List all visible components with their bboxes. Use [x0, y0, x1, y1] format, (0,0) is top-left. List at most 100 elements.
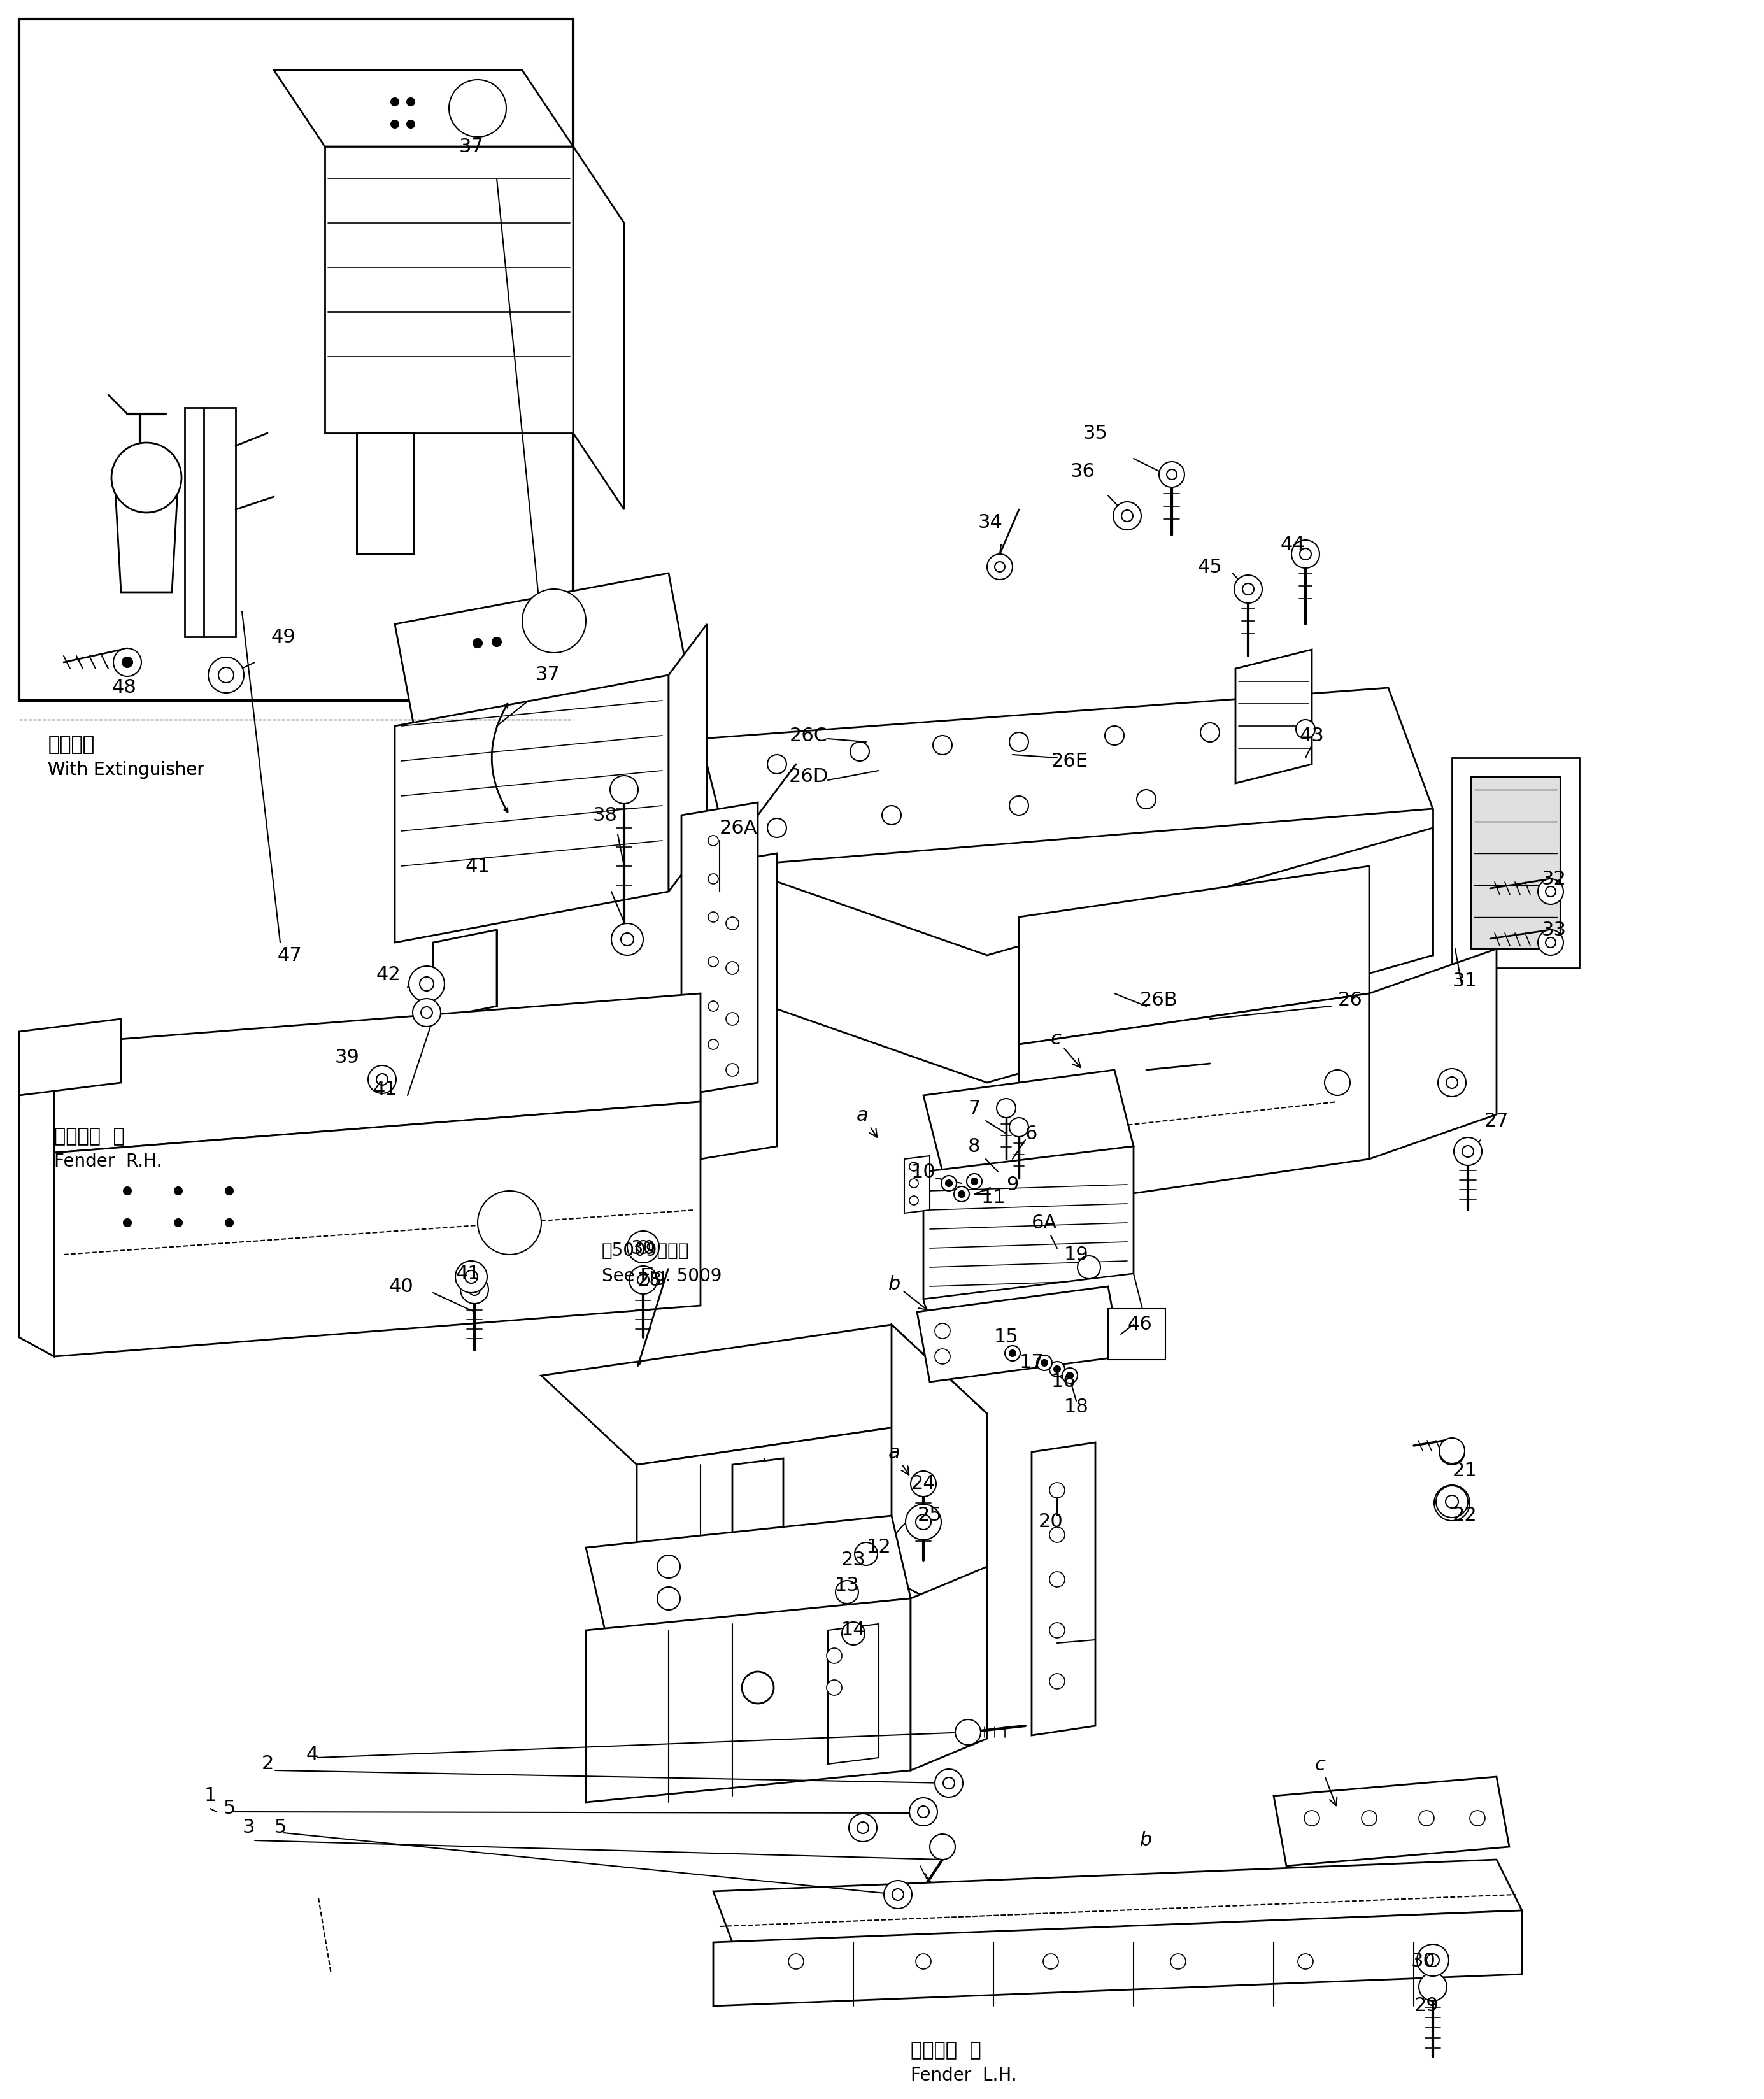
- Circle shape: [422, 1008, 432, 1018]
- Bar: [19, 19, 573, 701]
- Circle shape: [884, 1881, 912, 1908]
- Circle shape: [942, 1175, 956, 1190]
- Polygon shape: [1020, 993, 1369, 1209]
- Circle shape: [1159, 462, 1184, 487]
- Text: With Extinguisher: With Extinguisher: [48, 762, 205, 779]
- Text: 3: 3: [242, 1818, 254, 1837]
- Text: 16: 16: [1051, 1373, 1076, 1392]
- Text: 44: 44: [1281, 535, 1305, 554]
- Circle shape: [893, 1889, 903, 1900]
- Text: 28: 28: [637, 1270, 662, 1289]
- Text: 17: 17: [1020, 1354, 1044, 1373]
- Circle shape: [954, 1186, 968, 1203]
- Circle shape: [610, 777, 639, 804]
- Text: a: a: [889, 1444, 908, 1476]
- Circle shape: [1053, 1366, 1060, 1373]
- Circle shape: [208, 657, 243, 693]
- Polygon shape: [432, 930, 497, 1018]
- Circle shape: [1538, 930, 1563, 955]
- Circle shape: [658, 1587, 681, 1610]
- Circle shape: [392, 99, 399, 105]
- Circle shape: [956, 1719, 981, 1744]
- Text: 18: 18: [1064, 1398, 1088, 1417]
- Circle shape: [1037, 1356, 1051, 1371]
- Text: 32: 32: [1542, 869, 1566, 888]
- Text: 消火器付: 消火器付: [48, 735, 93, 754]
- Circle shape: [988, 554, 1013, 579]
- Circle shape: [1446, 1077, 1457, 1089]
- Text: 26C: 26C: [790, 726, 827, 745]
- Circle shape: [1166, 470, 1177, 479]
- Text: 43: 43: [1300, 726, 1325, 745]
- Circle shape: [1043, 1954, 1058, 1969]
- Polygon shape: [827, 1625, 878, 1763]
- Circle shape: [369, 1066, 397, 1094]
- Text: 34: 34: [977, 512, 1002, 531]
- Circle shape: [1298, 1954, 1312, 1969]
- Circle shape: [727, 961, 739, 974]
- Text: 30: 30: [1411, 1952, 1436, 1971]
- Text: 27: 27: [1484, 1112, 1508, 1129]
- Polygon shape: [1471, 777, 1559, 949]
- Polygon shape: [573, 147, 624, 510]
- Text: 22: 22: [1452, 1507, 1476, 1524]
- Circle shape: [930, 1835, 956, 1860]
- Circle shape: [1067, 1373, 1073, 1379]
- Text: 1: 1: [205, 1786, 217, 1805]
- Text: 40: 40: [388, 1276, 413, 1295]
- Polygon shape: [586, 1515, 910, 1631]
- Text: c: c: [1314, 1755, 1337, 1805]
- Text: 19: 19: [1064, 1245, 1088, 1264]
- Circle shape: [413, 999, 441, 1026]
- Text: 48: 48: [111, 678, 136, 697]
- Circle shape: [420, 976, 434, 991]
- Text: a: a: [857, 1106, 877, 1138]
- Text: 23: 23: [841, 1551, 866, 1570]
- Circle shape: [958, 1190, 965, 1196]
- Circle shape: [392, 120, 399, 128]
- Polygon shape: [1032, 1442, 1095, 1736]
- Circle shape: [848, 1814, 877, 1841]
- Circle shape: [1362, 1811, 1378, 1826]
- Circle shape: [226, 1220, 233, 1226]
- Text: 26A: 26A: [720, 819, 759, 838]
- Text: 13: 13: [834, 1576, 859, 1595]
- Circle shape: [905, 1505, 942, 1541]
- Circle shape: [492, 638, 501, 646]
- Circle shape: [910, 1797, 937, 1826]
- Circle shape: [916, 1513, 931, 1530]
- Circle shape: [1005, 1345, 1020, 1360]
- Text: With Extinguisher: With Extinguisher: [48, 762, 205, 779]
- Text: 46: 46: [1127, 1316, 1152, 1333]
- Polygon shape: [55, 993, 700, 1152]
- Text: 39: 39: [335, 1047, 360, 1066]
- Circle shape: [219, 667, 233, 682]
- Circle shape: [1050, 1572, 1065, 1587]
- Circle shape: [827, 1648, 841, 1662]
- Text: 41: 41: [455, 1264, 480, 1282]
- Circle shape: [1418, 1973, 1446, 2000]
- Circle shape: [612, 924, 644, 955]
- Circle shape: [789, 1954, 804, 1969]
- Circle shape: [707, 957, 718, 968]
- Text: 37: 37: [534, 665, 559, 684]
- Text: 26B: 26B: [1140, 991, 1178, 1010]
- Circle shape: [1050, 1362, 1065, 1377]
- Circle shape: [175, 1188, 182, 1194]
- Circle shape: [1171, 1954, 1185, 1969]
- Text: 10: 10: [910, 1163, 935, 1182]
- Circle shape: [946, 1180, 953, 1186]
- Circle shape: [123, 1220, 131, 1226]
- Polygon shape: [669, 623, 707, 892]
- Circle shape: [122, 657, 132, 667]
- Circle shape: [1242, 584, 1254, 594]
- Text: 42: 42: [376, 966, 400, 984]
- Circle shape: [935, 1322, 951, 1339]
- Text: 41: 41: [466, 856, 490, 875]
- Polygon shape: [325, 147, 573, 432]
- Circle shape: [478, 1190, 542, 1255]
- Circle shape: [460, 1276, 489, 1303]
- Circle shape: [1062, 1369, 1078, 1383]
- Circle shape: [910, 1196, 919, 1205]
- Polygon shape: [732, 827, 1432, 1083]
